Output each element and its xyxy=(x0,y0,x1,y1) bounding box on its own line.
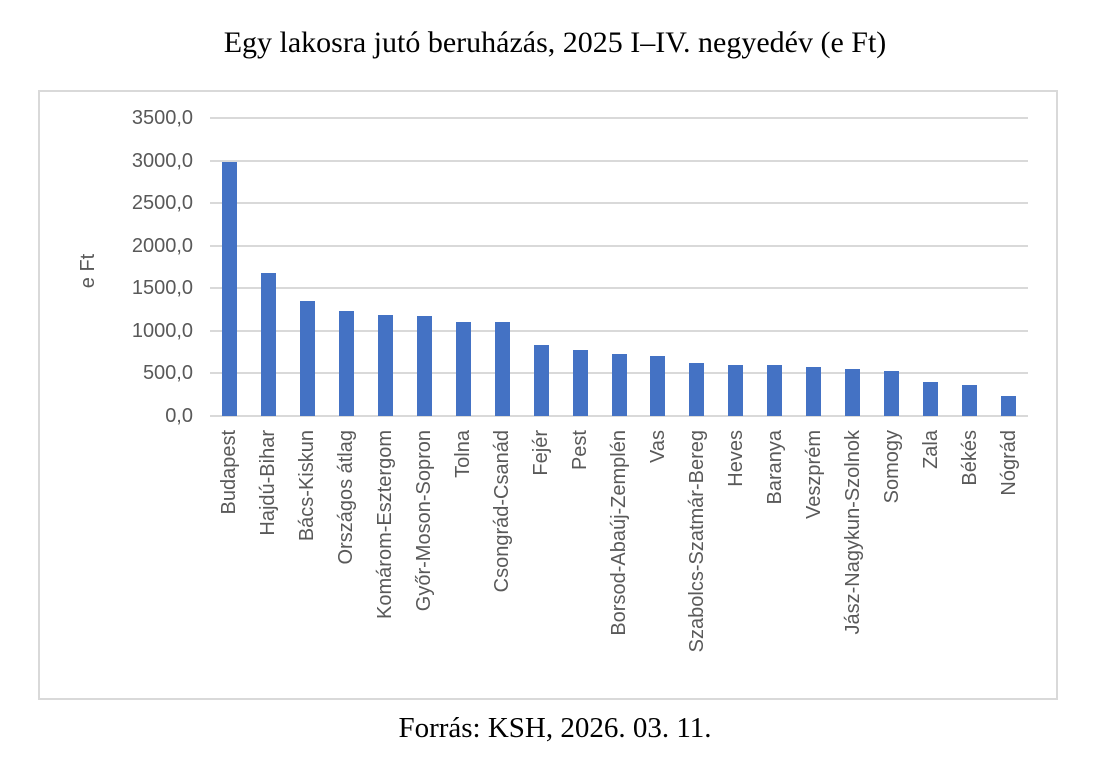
x-axis-line xyxy=(210,415,1028,417)
x-axis-category-label: Országos átlag xyxy=(335,430,358,565)
x-axis-category-label: Veszprém xyxy=(802,430,825,519)
y-axis-tick-label: 500,0 xyxy=(142,362,193,385)
y-axis-tick-label: 0,0 xyxy=(165,405,193,427)
bar xyxy=(728,364,744,416)
bar xyxy=(533,344,549,416)
bar xyxy=(377,314,393,416)
bar xyxy=(962,384,978,416)
x-axis-category-label: Jász-Nagykun-Szolnok xyxy=(841,430,864,635)
bar xyxy=(338,311,354,416)
gridline xyxy=(210,329,1028,332)
x-axis-category-label: Baranya xyxy=(763,430,786,505)
x-axis-category-label: Somogy xyxy=(880,430,903,504)
y-axis-tick-label: 3500,0 xyxy=(131,107,193,129)
bar xyxy=(767,364,783,416)
chart-frame: e Ft 0,0 500,0 1000,0 1500,0 2000,0 2500,0 300… xyxy=(38,90,1058,700)
gridline xyxy=(210,117,1028,119)
x-axis-category-label: Komárom-Esztergom xyxy=(374,430,397,619)
bar xyxy=(884,370,900,416)
x-axis-category-label: Hajdú-Bihar xyxy=(257,430,280,536)
y-axis-tick-label: 2500,0 xyxy=(131,192,193,215)
bar xyxy=(494,321,510,416)
x-axis-category-label: Győr-Moson-Sopron xyxy=(413,430,436,612)
bar xyxy=(806,366,822,416)
bar xyxy=(455,321,471,416)
y-axis-tick-label: 1500,0 xyxy=(131,277,193,300)
x-axis-category-label: Tolna xyxy=(452,430,475,478)
x-axis-category-label: Nógrád xyxy=(997,430,1020,496)
x-axis-category-label: Zala xyxy=(919,430,942,469)
bar xyxy=(416,316,432,416)
bar xyxy=(845,369,861,416)
x-axis-category-label: Budapest xyxy=(218,430,241,515)
gridline xyxy=(210,159,1028,162)
x-axis-category-label: Csongrád-Csanád xyxy=(491,430,514,593)
source-caption: Forrás: KSH, 2026. 03. 11. xyxy=(398,712,712,744)
x-axis-category-label: Fejér xyxy=(530,430,553,476)
bar xyxy=(611,354,627,416)
x-axis-category-label: Vas xyxy=(646,430,669,463)
x-axis-category-label: Szabolcs-Szatmár-Bereg xyxy=(685,430,708,653)
plot-area xyxy=(210,117,1028,417)
bar xyxy=(1001,396,1017,416)
gridline xyxy=(210,287,1028,290)
bar xyxy=(299,300,315,416)
y-axis-tick-label: 2000,0 xyxy=(131,234,193,257)
x-axis-category-label: Békés xyxy=(958,430,981,486)
bar xyxy=(260,273,276,416)
gridline xyxy=(210,244,1028,247)
x-axis-category-label: Bács-Kiskun xyxy=(296,430,319,542)
bar xyxy=(650,355,666,416)
x-axis-category-label: Heves xyxy=(724,430,747,487)
bar xyxy=(221,162,237,416)
y-axis-tick-label: 1000,0 xyxy=(131,319,193,342)
x-axis-category-label: Pest xyxy=(569,430,592,471)
y-axis-tick-label: 3000,0 xyxy=(131,149,193,172)
bar xyxy=(923,381,939,416)
chart-title: Egy lakosra jutó beruházás, 2025 I–IV. n… xyxy=(223,26,887,59)
bar xyxy=(572,350,588,416)
bar xyxy=(689,363,705,416)
x-axis-category-label: Borsod-Abaúj-Zemplén xyxy=(608,430,630,636)
gridline xyxy=(210,202,1028,205)
